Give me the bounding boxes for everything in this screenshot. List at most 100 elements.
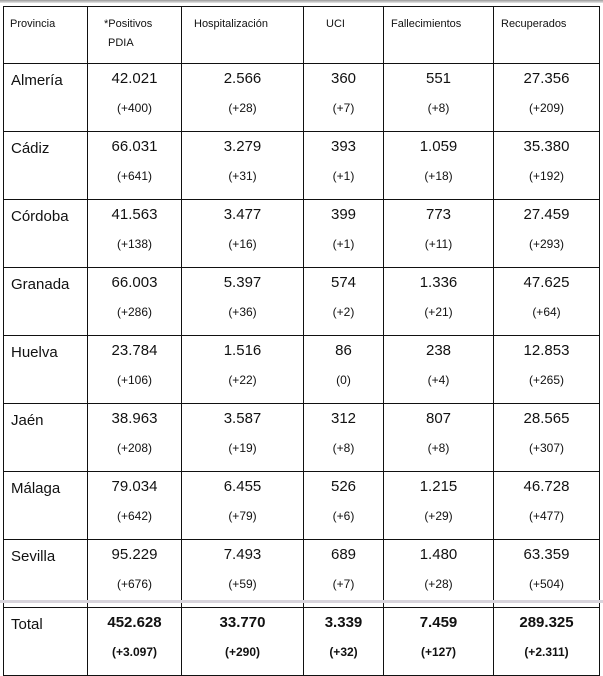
hospitalizacion-delta: (+59) xyxy=(228,577,257,591)
recuperados-value: 12.853 xyxy=(523,342,570,359)
fallecimientos-delta: (+28) xyxy=(424,577,453,591)
provincia-cell: Córdoba xyxy=(3,199,88,268)
hospitalizacion-delta: (+22) xyxy=(228,373,257,387)
hospitalizacion-cell: 5.397 (+36) xyxy=(181,267,304,336)
hospitalizacion-delta: (+31) xyxy=(228,169,257,183)
uci-cell: 689 (+7) xyxy=(303,539,384,608)
hospitalizacion-cell: 3.477 (+16) xyxy=(181,199,304,268)
positivos-value: 42.021 xyxy=(111,70,158,87)
fallecimientos-cell: 1.336 (+21) xyxy=(383,267,494,336)
uci-cell: 3.339 (+32) xyxy=(303,607,384,676)
hospitalizacion-cell: 7.493 (+59) xyxy=(181,539,304,608)
positivos-value: 79.034 xyxy=(111,478,158,495)
provincia-cell: Jaén xyxy=(3,403,88,472)
table-row: Granada 66.003 (+286) 5.397 (+36) 574 (+2) 1.33… xyxy=(3,267,600,336)
hospitalizacion-value: 3.279 xyxy=(223,138,262,155)
fallecimientos-value: 1.215 xyxy=(419,478,458,495)
hospitalizacion-cell: 3.279 (+31) xyxy=(181,131,304,200)
positivos-delta: (+641) xyxy=(116,169,153,183)
header-provincia: Provincia xyxy=(3,6,88,64)
positivos-value: 66.003 xyxy=(111,274,158,291)
header-label: Recuperados xyxy=(501,18,567,30)
provincia-cell: Granada xyxy=(3,267,88,336)
provincia-cell: Sevilla xyxy=(3,539,88,608)
fallecimientos-value: 238 xyxy=(425,342,452,359)
recuperados-delta: (+307) xyxy=(528,441,565,455)
header-label: *Positivos PDIA xyxy=(88,7,181,53)
recuperados-cell: 47.625 (+64) xyxy=(493,267,600,336)
fallecimientos-cell: 238 (+4) xyxy=(383,335,494,404)
hospitalizacion-value: 1.516 xyxy=(223,342,262,359)
header-hospitalizacion: Hospitalización xyxy=(181,6,304,64)
positivos-cell: 66.003 (+286) xyxy=(87,267,182,336)
uci-cell: 526 (+6) xyxy=(303,471,384,540)
uci-cell: 360 (+7) xyxy=(303,63,384,132)
uci-delta: (+1) xyxy=(332,169,355,183)
hospitalizacion-value: 3.477 xyxy=(223,206,262,223)
positivos-value: 23.784 xyxy=(111,342,158,359)
fallecimientos-delta: (+127) xyxy=(420,645,457,659)
recuperados-delta: (+209) xyxy=(528,101,565,115)
fallecimientos-cell: 551 (+8) xyxy=(383,63,494,132)
fallecimientos-cell: 807 (+8) xyxy=(383,403,494,472)
fallecimientos-delta: (+29) xyxy=(424,509,453,523)
provincia-cell: Total xyxy=(3,607,88,676)
uci-delta: (+7) xyxy=(332,101,355,115)
positivos-value: 41.563 xyxy=(111,206,158,223)
provincia-cell: Cádiz xyxy=(3,131,88,200)
hospitalizacion-delta: (+19) xyxy=(228,441,257,455)
header-label-line: PDIA xyxy=(108,37,134,49)
uci-value: 399 xyxy=(330,206,357,223)
recuperados-value: 47.625 xyxy=(523,274,570,291)
uci-cell: 86 (0) xyxy=(303,335,384,404)
hospitalizacion-cell: 3.587 (+19) xyxy=(181,403,304,472)
table-row: Sevilla 95.229 (+676) 7.493 (+59) 689 (+7) 1.48… xyxy=(3,539,600,608)
uci-delta: (+2) xyxy=(332,305,355,319)
recuperados-value: 28.565 xyxy=(523,410,570,427)
table-row: Almería 42.021 (+400) 2.566 (+28) 360 (+7) 551 (… xyxy=(3,63,600,132)
recuperados-value: 46.728 xyxy=(523,478,570,495)
fallecimientos-value: 7.459 xyxy=(419,614,458,631)
table-row: Málaga 79.034 (+642) 6.455 (+79) 526 (+6) 1.215… xyxy=(3,471,600,540)
bottom-edge xyxy=(0,600,603,603)
provincia-cell: Almería xyxy=(3,63,88,132)
table-row: Huelva 23.784 (+106) 1.516 (+22) 86 (0) 238 (+4)… xyxy=(3,335,600,404)
recuperados-cell: 289.325 (+2.311) xyxy=(493,607,600,676)
positivos-cell: 95.229 (+676) xyxy=(87,539,182,608)
hospitalizacion-value: 7.493 xyxy=(223,546,262,563)
positivos-value: 452.628 xyxy=(107,614,162,631)
fallecimientos-cell: 1.215 (+29) xyxy=(383,471,494,540)
positivos-cell: 452.628 (+3.097) xyxy=(87,607,182,676)
recuperados-value: 289.325 xyxy=(519,614,574,631)
uci-delta: (+1) xyxy=(332,237,355,251)
fallecimientos-value: 1.480 xyxy=(419,546,458,563)
positivos-delta: (+642) xyxy=(116,509,153,523)
positivos-cell: 66.031 (+641) xyxy=(87,131,182,200)
fallecimientos-value: 1.336 xyxy=(419,274,458,291)
fallecimientos-cell: 1.480 (+28) xyxy=(383,539,494,608)
recuperados-cell: 27.356 (+209) xyxy=(493,63,600,132)
positivos-value: 66.031 xyxy=(111,138,158,155)
recuperados-delta: (+293) xyxy=(528,237,565,251)
recuperados-value: 35.380 xyxy=(523,138,570,155)
uci-delta: (+8) xyxy=(332,441,355,455)
recuperados-delta: (+192) xyxy=(528,169,565,183)
hospitalizacion-value: 6.455 xyxy=(223,478,262,495)
positivos-delta: (+286) xyxy=(116,305,153,319)
header-label-line: *Positivos xyxy=(104,18,153,30)
recuperados-delta: (+2.311) xyxy=(524,645,569,659)
fallecimientos-delta: (+8) xyxy=(427,441,450,455)
uci-value: 689 xyxy=(330,546,357,563)
hospitalizacion-value: 33.770 xyxy=(219,614,266,631)
hospitalizacion-value: 5.397 xyxy=(223,274,262,291)
positivos-cell: 23.784 (+106) xyxy=(87,335,182,404)
hospitalizacion-delta: (+79) xyxy=(228,509,257,523)
uci-cell: 399 (+1) xyxy=(303,199,384,268)
fallecimientos-delta: (+21) xyxy=(424,305,453,319)
recuperados-cell: 46.728 (+477) xyxy=(493,471,600,540)
header-row: Provincia *Positivos PDIA Hospitalización… xyxy=(3,6,600,64)
uci-value: 526 xyxy=(330,478,357,495)
recuperados-cell: 12.853 (+265) xyxy=(493,335,600,404)
provincia-cell: Huelva xyxy=(3,335,88,404)
covid-province-table: Provincia *Positivos PDIA Hospitalización… xyxy=(3,6,600,676)
